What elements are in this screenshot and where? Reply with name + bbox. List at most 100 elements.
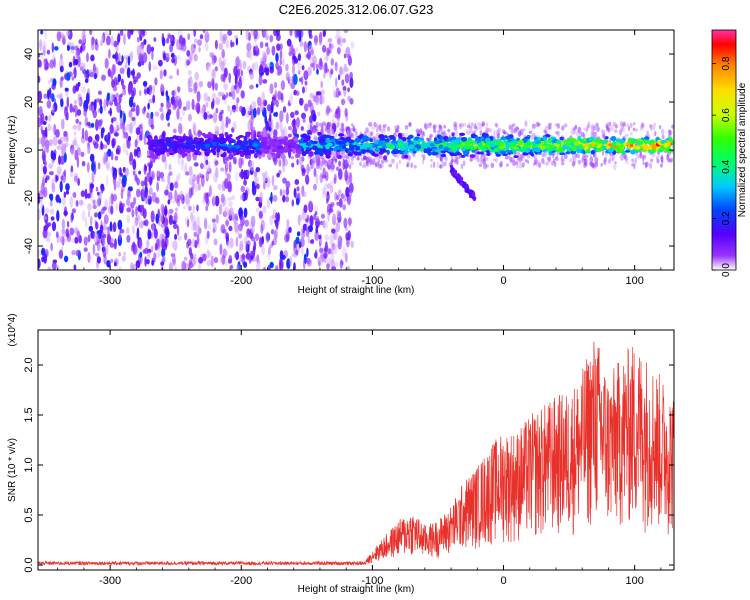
heatmap-cell	[305, 227, 309, 238]
heatmap-cell	[622, 121, 626, 127]
heatmap-cell	[571, 162, 575, 166]
heatmap-cell	[514, 161, 519, 166]
heatmap-cell	[544, 155, 548, 158]
heatmap-cell	[203, 111, 208, 120]
heatmap-cell	[276, 150, 281, 159]
heatmap-cell	[118, 252, 121, 257]
heatmap-cell	[119, 109, 123, 119]
heatmap-cell	[92, 243, 96, 255]
heatmap-cell	[331, 266, 337, 270]
heatmap-cell	[96, 256, 101, 264]
heatmap-cell	[502, 153, 508, 156]
heatmap-cell	[176, 225, 180, 236]
heatmap-cell	[207, 96, 211, 102]
heatmap-cell	[45, 115, 48, 121]
heatmap-cell	[421, 140, 425, 144]
heatmap-cell	[416, 129, 421, 134]
heatmap-cell	[207, 81, 212, 89]
heatmap-cell	[137, 30, 142, 35]
heatmap-cell	[249, 50, 253, 62]
heatmap-cell	[163, 69, 167, 77]
heatmap-cell	[413, 165, 417, 169]
heatmap-cell	[496, 133, 500, 138]
heatmap-cell	[492, 158, 497, 162]
heatmap-cell	[304, 85, 308, 93]
heatmap-cell	[136, 188, 141, 198]
heatmap-cell	[123, 251, 126, 256]
heatmap-cell	[45, 207, 50, 214]
heatmap-cell	[545, 162, 549, 166]
heatmap-cell	[516, 138, 520, 141]
heatmap-cell	[111, 139, 115, 149]
heatmap-cell	[113, 183, 117, 191]
heatmap-cell	[339, 259, 343, 269]
heatmap-cell	[342, 86, 347, 91]
heatmap-cell	[207, 224, 211, 230]
heatmap-cell	[440, 132, 443, 136]
heatmap-cell	[572, 153, 575, 161]
heatmap-cell	[613, 129, 618, 133]
heatmap-cell	[228, 200, 233, 208]
heatmap-cell	[221, 39, 226, 45]
heatmap-cell	[230, 85, 236, 96]
heatmap-cell	[98, 90, 102, 95]
heatmap-cell	[152, 94, 156, 104]
heatmap-cell	[168, 150, 175, 154]
heatmap-cell	[408, 134, 414, 139]
heatmap-cell	[95, 221, 99, 230]
heatmap-cell	[204, 192, 208, 203]
heatmap-cell	[154, 111, 160, 117]
heatmap-cell	[396, 162, 399, 170]
heatmap-cell	[64, 106, 68, 118]
heatmap-cell	[505, 163, 510, 168]
heatmap-cell	[51, 42, 54, 53]
heatmap-cell	[132, 243, 138, 255]
heatmap-cell	[456, 144, 463, 148]
heatmap-cell	[299, 155, 303, 167]
heatmap-cell	[112, 116, 117, 122]
heatmap-cell	[215, 107, 219, 114]
heatmap-cell	[600, 163, 603, 167]
heatmap-cell	[212, 138, 218, 143]
heatmap-cell	[220, 92, 225, 97]
heatmap-cell	[661, 135, 665, 140]
heatmap-cell	[56, 31, 62, 42]
heatmap-cell	[341, 79, 345, 86]
heatmap-cell	[194, 182, 199, 192]
heatmap-cell	[495, 153, 501, 157]
heatmap-cell	[224, 178, 229, 189]
heatmap-cell	[227, 197, 232, 202]
heatmap-cell	[347, 149, 352, 153]
heatmap-cell	[123, 125, 127, 134]
heatmap-cell	[235, 56, 240, 68]
heatmap-cell	[52, 136, 58, 146]
heatmap-cell	[74, 149, 78, 161]
heatmap-cell	[633, 163, 636, 170]
heatmap-cell	[335, 166, 340, 171]
heatmap-cell	[310, 63, 314, 68]
heatmap-cell	[668, 129, 672, 135]
heatmap-cell	[500, 160, 503, 168]
heatmap-cell	[61, 197, 66, 206]
heatmap-cell	[309, 125, 313, 135]
heatmap-cell	[112, 174, 117, 186]
heatmap-cell	[285, 228, 289, 235]
heatmap-cell	[187, 70, 192, 76]
heatmap-cell	[477, 158, 480, 163]
heatmap-cell	[292, 148, 296, 154]
heatmap-cell	[168, 191, 173, 201]
heatmap-cell	[100, 143, 104, 150]
heatmap-cell	[282, 106, 287, 113]
heatmap-cell	[591, 163, 595, 169]
heatmap-cell	[178, 171, 181, 181]
heatmap-cell	[288, 226, 292, 233]
heatmap-cell	[510, 124, 514, 130]
heatmap-cell	[526, 154, 530, 159]
heatmap-cell	[239, 59, 242, 72]
heatmap-cell	[350, 41, 355, 49]
heatmap-cell	[160, 203, 165, 214]
heatmap-cell	[92, 199, 96, 205]
heatmap-cell	[322, 121, 326, 126]
heatmap-cell	[113, 243, 116, 249]
heatmap-cell	[160, 113, 165, 121]
